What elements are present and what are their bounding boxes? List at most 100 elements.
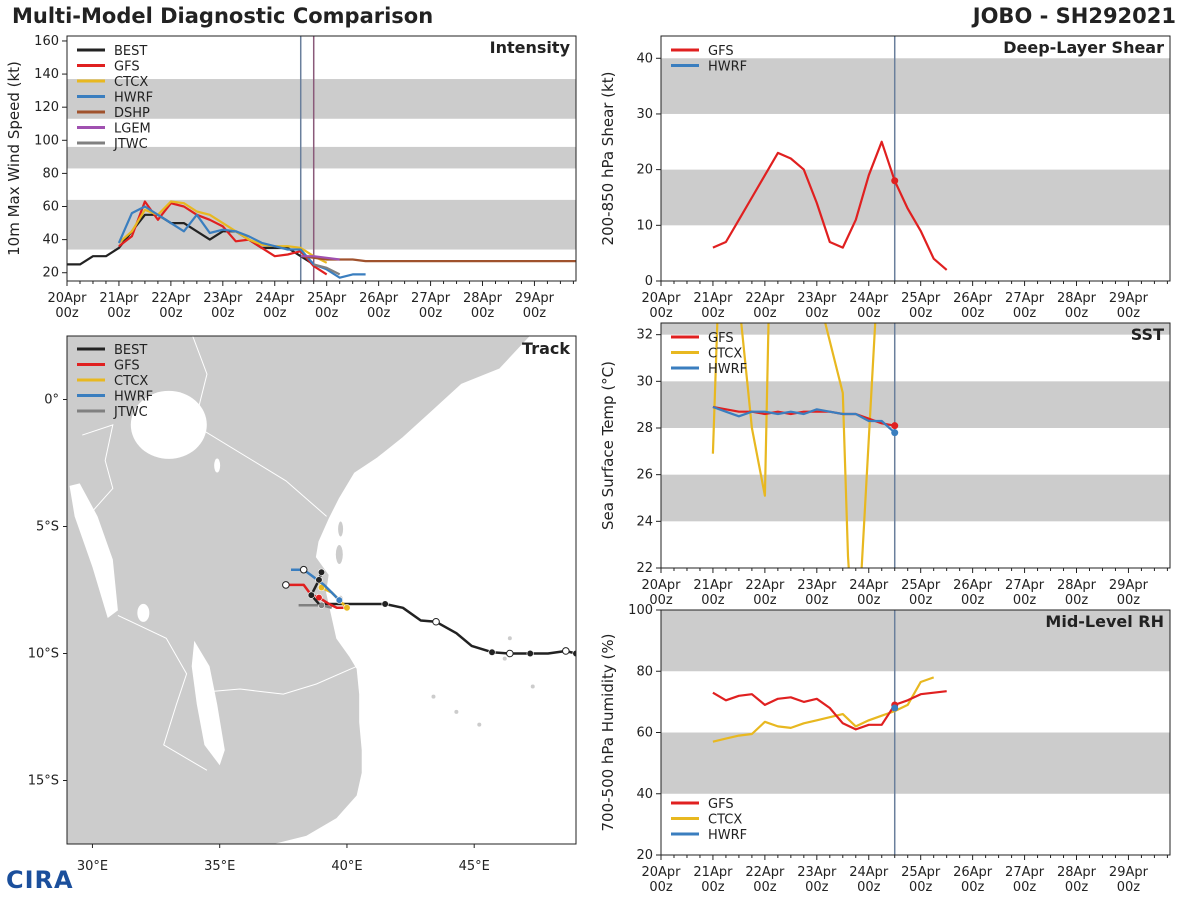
shaded-band xyxy=(661,58,1170,114)
track-panel: 30°E 35°E 40°E 45°E 0° 5°S 10°S 15°S Track BESTGF… xyxy=(28,335,577,874)
x-tick-label: 22Apr xyxy=(745,291,785,306)
track-line-best xyxy=(321,602,576,655)
x-tick-label: 28Apr xyxy=(1057,865,1097,880)
y-tick-label: 15°S xyxy=(28,774,59,789)
small-island xyxy=(530,684,535,689)
x-tick-label: 00z xyxy=(753,880,777,895)
x-tick-label: 27Apr xyxy=(1005,291,1045,306)
x-tick-label: 00z xyxy=(805,306,829,321)
x-tick-label: 00z xyxy=(701,593,725,608)
x-tick-label: 00z xyxy=(1013,880,1037,895)
country-border xyxy=(82,424,114,512)
series-line-gfs xyxy=(712,140,948,271)
x-tick-label: 22Apr xyxy=(745,578,785,593)
x-tick-label: 26Apr xyxy=(953,291,993,306)
track-point-filled xyxy=(317,601,326,609)
x-tick-label: 23Apr xyxy=(797,291,837,306)
y-axis-title: Sea Surface Temp (°C) xyxy=(599,361,617,530)
intensity-panel: 2040608010012014016020Apr00z21Apr00z22Ap… xyxy=(5,34,577,321)
axes-frame xyxy=(660,35,1171,282)
legend-label-dshp: DSHP xyxy=(114,106,150,121)
x-tick-label: 00z xyxy=(159,306,183,321)
x-tick-label: 27Apr xyxy=(411,291,451,306)
y-tick-label: 30 xyxy=(636,374,653,389)
y-tick-label: 10°S xyxy=(28,647,59,662)
x-tick-label: 00z xyxy=(367,306,391,321)
track-point-filled xyxy=(307,591,315,599)
track-point-open xyxy=(562,647,570,655)
map-area xyxy=(67,336,576,844)
x-tick-label: 00z xyxy=(211,306,235,321)
track-point-filled xyxy=(317,568,326,576)
axes-frame xyxy=(660,322,1171,569)
plot-area xyxy=(661,323,1170,568)
x-tick-label: 27Apr xyxy=(1005,865,1045,880)
shaded-band xyxy=(661,323,1170,335)
shaded-band xyxy=(661,732,1170,794)
island-zanzibar xyxy=(334,543,344,565)
small-island xyxy=(477,722,482,727)
x-tick-label: 35°E xyxy=(204,859,235,874)
y-tick-label: 120 xyxy=(34,100,59,115)
track-point-filled xyxy=(315,594,323,602)
legend-label-hwrf: HWRF xyxy=(708,60,747,75)
track-point-open xyxy=(432,617,440,626)
x-tick-label: 24Apr xyxy=(849,291,889,306)
logo-text: CIRA xyxy=(6,866,74,894)
legend-label-ctcx: CTCX xyxy=(114,374,148,389)
series-marker-hwrf xyxy=(891,704,899,712)
x-tick-label: 00z xyxy=(753,593,777,608)
legend-label-hwrf: HWRF xyxy=(708,828,747,843)
y-tick-label: 100 xyxy=(628,603,653,618)
x-tick-label: 00z xyxy=(107,306,131,321)
shaded-band xyxy=(661,169,1170,226)
x-tick-label: 00z xyxy=(419,306,443,321)
x-tick-label: 25Apr xyxy=(901,291,941,306)
y-tick-label: 40 xyxy=(42,233,59,248)
x-tick-label: 00z xyxy=(523,306,547,321)
x-tick-label: 24Apr xyxy=(849,578,889,593)
panel-title: SST xyxy=(1131,325,1164,344)
y-tick-label: 60 xyxy=(42,200,59,215)
x-tick-label: 00z xyxy=(961,593,985,608)
lake-victoria xyxy=(130,390,207,459)
x-tick-label: 26Apr xyxy=(359,291,399,306)
y-tick-label: 26 xyxy=(636,468,653,483)
small-island xyxy=(502,656,507,661)
legend-label-ctcx: CTCX xyxy=(114,75,148,90)
series-marker-gfs xyxy=(891,422,899,430)
x-tick-label: 20Apr xyxy=(641,291,681,306)
x-tick-label: 20Apr xyxy=(641,578,681,593)
x-tick-label: 25Apr xyxy=(307,291,347,306)
y-tick-label: 80 xyxy=(636,664,653,679)
x-tick-label: 23Apr xyxy=(203,291,243,306)
x-tick-label: 00z xyxy=(805,593,829,608)
track-line-best xyxy=(310,571,323,605)
x-tick-label: 00z xyxy=(961,880,985,895)
legend-label-gfs: GFS xyxy=(708,44,734,59)
legend-label-gfs: GFS xyxy=(708,331,734,346)
legend-label-ctcx: CTCX xyxy=(708,347,742,362)
y-tick-label: 28 xyxy=(636,421,653,436)
x-tick-label: 00z xyxy=(1117,593,1141,608)
x-tick-label: 27Apr xyxy=(1005,578,1045,593)
panel-title: Mid-Level RH xyxy=(1045,612,1164,631)
y-tick-label: 22 xyxy=(636,561,653,576)
x-tick-label: 00z xyxy=(1013,593,1037,608)
x-tick-label: 00z xyxy=(1065,880,1089,895)
x-tick-label: 00z xyxy=(857,593,881,608)
legend-label-jtwc: JTWC xyxy=(113,405,148,420)
x-tick-label: 00z xyxy=(315,306,339,321)
x-tick-label: 22Apr xyxy=(151,291,191,306)
series-line-best xyxy=(67,213,315,266)
legend-label-best: BEST xyxy=(114,44,147,59)
axes-frame xyxy=(66,335,577,845)
lake-natron xyxy=(214,458,221,473)
x-tick-label: 00z xyxy=(753,306,777,321)
country-border xyxy=(192,336,327,517)
small-island xyxy=(431,694,436,699)
y-tick-label: 100 xyxy=(34,133,59,148)
x-tick-label: 20Apr xyxy=(47,291,87,306)
shaded-band xyxy=(661,381,1170,428)
cira-logo: CIRA xyxy=(6,866,74,894)
